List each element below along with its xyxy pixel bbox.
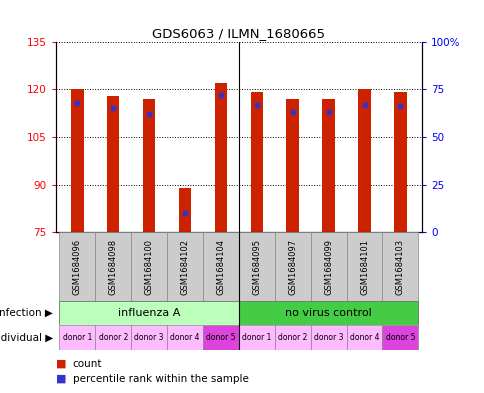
Text: GSM1684095: GSM1684095 — [252, 239, 261, 295]
Bar — [238, 301, 418, 325]
Text: GSM1684098: GSM1684098 — [108, 239, 118, 295]
Text: GSM1684102: GSM1684102 — [180, 239, 189, 295]
Title: GDS6063 / ILMN_1680665: GDS6063 / ILMN_1680665 — [152, 28, 325, 40]
Bar — [142, 99, 155, 232]
Text: donor 5: donor 5 — [206, 333, 235, 342]
Text: GSM1684101: GSM1684101 — [359, 239, 368, 295]
Text: GSM1684104: GSM1684104 — [216, 239, 225, 295]
Bar — [179, 188, 191, 232]
Text: donor 3: donor 3 — [313, 333, 343, 342]
Bar — [310, 232, 346, 301]
Bar — [106, 95, 119, 232]
Bar — [166, 232, 202, 301]
Bar — [166, 325, 202, 350]
Bar — [59, 232, 95, 301]
Bar — [214, 83, 227, 232]
Text: donor 1: donor 1 — [242, 333, 271, 342]
Bar — [95, 232, 131, 301]
Text: donor 4: donor 4 — [349, 333, 378, 342]
Bar — [202, 325, 238, 350]
Text: individual ▶: individual ▶ — [0, 332, 53, 343]
Bar — [382, 232, 418, 301]
Bar — [238, 325, 274, 350]
Text: GSM1684100: GSM1684100 — [144, 239, 153, 295]
Text: infection ▶: infection ▶ — [0, 308, 53, 318]
Bar — [250, 92, 262, 232]
Bar — [322, 99, 334, 232]
Text: GSM1684097: GSM1684097 — [287, 239, 297, 295]
Bar — [358, 89, 370, 232]
Bar — [202, 232, 238, 301]
Text: donor 2: donor 2 — [98, 333, 128, 342]
Bar — [131, 232, 166, 301]
Text: donor 1: donor 1 — [62, 333, 92, 342]
Bar — [274, 325, 310, 350]
Bar — [131, 325, 166, 350]
Text: percentile rank within the sample: percentile rank within the sample — [73, 374, 248, 384]
Text: count: count — [73, 359, 102, 369]
Bar — [238, 232, 274, 301]
Bar — [346, 325, 382, 350]
Bar — [286, 99, 298, 232]
Text: GSM1684096: GSM1684096 — [73, 239, 82, 295]
Text: donor 3: donor 3 — [134, 333, 164, 342]
Text: donor 2: donor 2 — [277, 333, 307, 342]
Text: GSM1684099: GSM1684099 — [323, 239, 333, 295]
Bar — [95, 325, 131, 350]
Text: donor 4: donor 4 — [170, 333, 199, 342]
Bar — [59, 325, 95, 350]
Bar — [71, 89, 83, 232]
Text: ■: ■ — [56, 374, 66, 384]
Bar — [310, 325, 346, 350]
Bar — [59, 301, 239, 325]
Bar — [393, 92, 406, 232]
Text: influenza A: influenza A — [118, 308, 180, 318]
Text: donor 5: donor 5 — [385, 333, 414, 342]
Bar — [274, 232, 310, 301]
Text: ■: ■ — [56, 359, 66, 369]
Text: no virus control: no virus control — [285, 308, 371, 318]
Text: GSM1684103: GSM1684103 — [395, 239, 404, 295]
Bar — [346, 232, 382, 301]
Bar — [382, 325, 418, 350]
